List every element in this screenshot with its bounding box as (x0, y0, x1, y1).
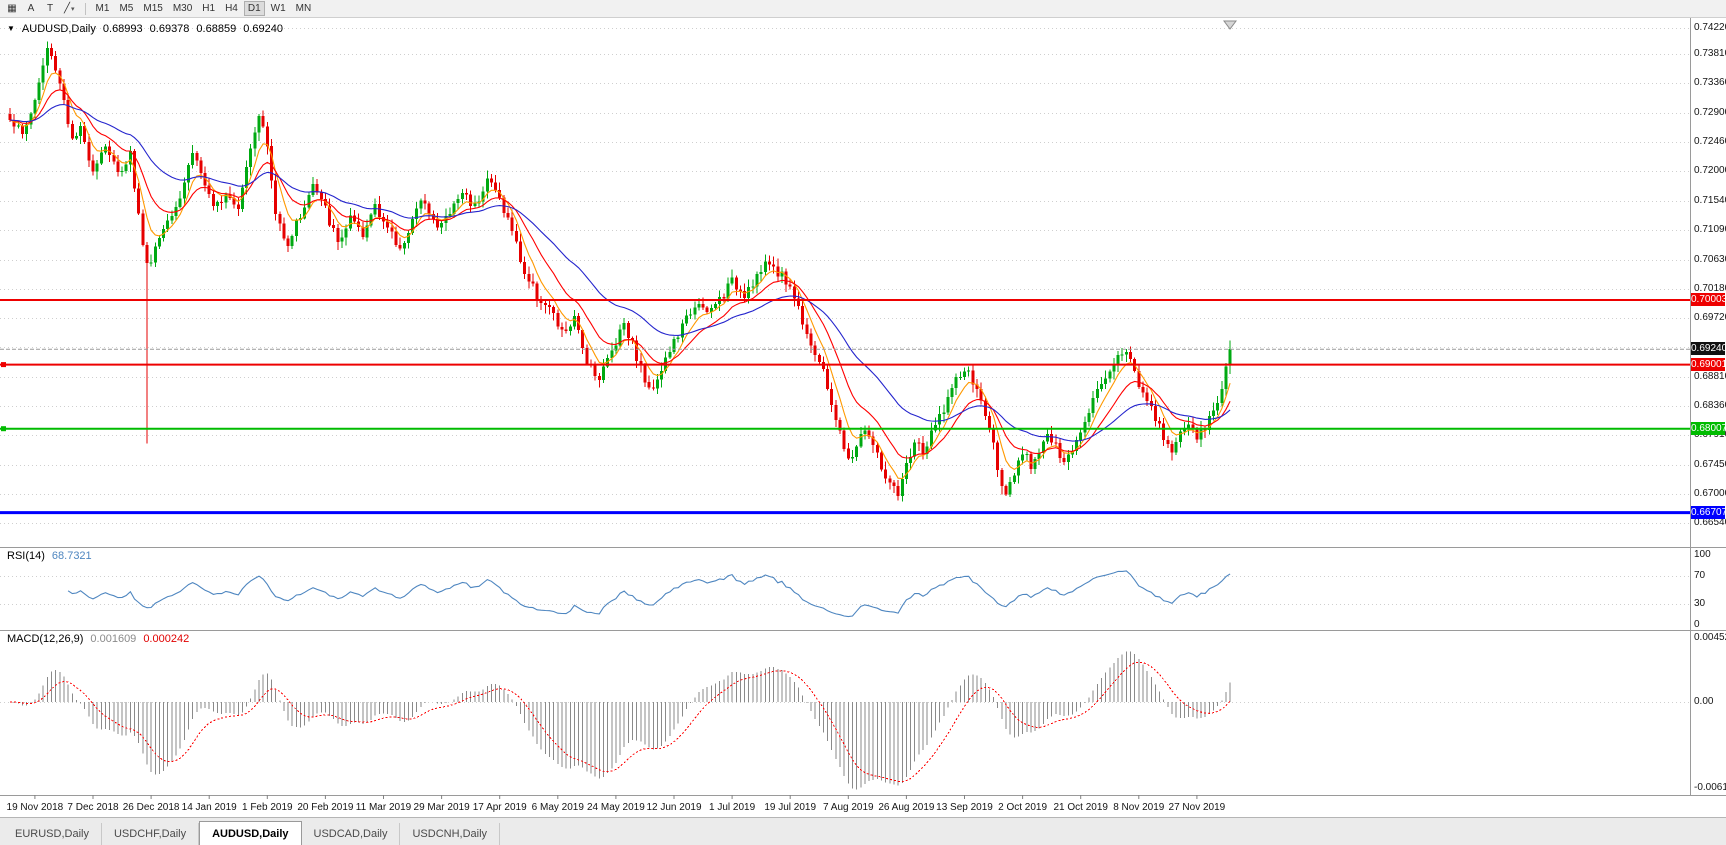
timeframe-button-d1[interactable]: D1 (243, 1, 265, 16)
chevron-down-icon: ▾ (71, 5, 75, 13)
date-axis: 19 Nov 2018 7 Dec 2018 26 Dec 2018 14 Jan 2… (7, 795, 1226, 813)
arrow-tool-button[interactable]: A (22, 1, 40, 16)
ohlc-close: 0.69240 (243, 23, 283, 35)
macd-panel-label: MACD(12,26,9) 0.001609 0.000242 (7, 633, 189, 645)
arrow-tool-glyph: A (27, 3, 35, 14)
date-axis-label: 11 Mar 2019 (356, 802, 412, 813)
timeframe-button-m15[interactable]: M15 (139, 1, 166, 16)
chart-tabs: EURUSD,Daily USDCHF,Daily AUDUSD,Daily USDC… (3, 818, 501, 845)
toolbar-separator (84, 2, 86, 15)
date-axis-label: 17 Apr 2019 (473, 802, 527, 813)
date-axis-label: 2 Oct 2019 (998, 802, 1047, 813)
moving-averages (9, 72, 1231, 480)
text-tool-button[interactable]: T (41, 1, 59, 16)
timeframe-button-h1[interactable]: H1 (198, 1, 219, 16)
timeframe-button-m1[interactable]: M1 (92, 1, 114, 16)
symbol-period-label: AUDUSD,Daily (21, 23, 96, 35)
date-axis-label: 19 Jul 2019 (764, 802, 816, 813)
date-axis-label: 27 Nov 2019 (1169, 802, 1226, 813)
date-axis-label: 24 May 2019 (587, 802, 645, 813)
rsi-panel-label: RSI(14) 68.7321 (7, 550, 92, 562)
ma-slow-line (9, 103, 1231, 442)
main-chart-label: ▼ AUDUSD,Daily 0.68993 0.69378 0.68859 0… (7, 23, 283, 35)
timeframe-button-h4[interactable]: H4 (221, 1, 242, 16)
ohlc-low: 0.68859 (196, 23, 237, 35)
ohlc-high: 0.69378 (149, 23, 190, 35)
timeframe-button-w1[interactable]: W1 (267, 1, 290, 16)
date-axis-label: 6 May 2019 (532, 802, 585, 813)
date-axis-label: 19 Nov 2018 (7, 802, 64, 813)
candlestick-chart-glyph: ▦ (7, 3, 17, 14)
macd-indicator-name: MACD(12,26,9) (7, 633, 84, 645)
one-click-trading-arrow-icon[interactable]: ▼ (7, 24, 15, 33)
candlestick-series (8, 41, 1232, 502)
date-axis-label: 7 Dec 2018 (67, 802, 119, 813)
chart-tab-usdchf-daily[interactable]: USDCHF,Daily (102, 823, 200, 845)
date-axis-label: 26 Aug 2019 (878, 802, 935, 813)
chart-tab-eurusd-daily[interactable]: EURUSD,Daily (3, 823, 102, 845)
date-axis-label: 7 Aug 2019 (823, 802, 874, 813)
date-axis-label: 26 Dec 2018 (123, 802, 180, 813)
ohlc-open: 0.68993 (102, 23, 143, 35)
date-axis-label: 13 Sep 2019 (936, 802, 993, 813)
date-axis-label: 29 Mar 2019 (414, 802, 471, 813)
ma-fast-line (9, 72, 1231, 480)
hline-anchor[interactable] (1, 362, 6, 368)
line-studies-button[interactable]: ╱ ▾ (60, 1, 79, 16)
line-studies-icon: ╱ (64, 3, 71, 14)
price-chart-canvas[interactable]: 19 Nov 2018 7 Dec 2018 26 Dec 2018 14 Jan 2… (0, 18, 1726, 817)
date-axis-label: 1 Feb 2019 (242, 802, 293, 813)
text-tool-glyph: T (46, 3, 54, 14)
chart-tab-audusd-daily[interactable]: AUDUSD,Daily (199, 821, 302, 845)
chart-shift-marker[interactable] (1223, 20, 1237, 30)
date-axis-label: 1 Jul 2019 (709, 802, 756, 813)
rsi-indicator (67, 570, 1231, 618)
rsi-line (67, 570, 1231, 618)
chart-area: 19 Nov 2018 7 Dec 2018 26 Dec 2018 14 Jan 2… (0, 18, 1726, 817)
chart-tab-usdcad-daily[interactable]: USDCAD,Daily (302, 823, 401, 845)
hline-anchor[interactable] (1, 426, 6, 432)
chart-tabs-bar: EURUSD,Daily USDCHF,Daily AUDUSD,Daily USDC… (0, 817, 1726, 845)
rsi-value: 68.7321 (51, 550, 92, 562)
timeframe-button-m5[interactable]: M5 (115, 1, 137, 16)
rsi-indicator-name: RSI(14) (7, 550, 45, 562)
timeframe-button-m30[interactable]: M30 (169, 1, 196, 16)
date-axis-label: 21 Oct 2019 (1053, 802, 1108, 813)
date-axis-label: 12 Jun 2019 (646, 802, 701, 813)
macd-signal-value: 0.000242 (143, 633, 190, 645)
ma-mid-line (9, 89, 1231, 459)
date-axis-label: 20 Feb 2019 (297, 802, 354, 813)
timeframe-buttons: M1 M5 M15 M30 H1 H4 D1 W1 MN (92, 1, 316, 16)
timeframe-button-mn[interactable]: MN (292, 1, 316, 16)
date-axis-label: 8 Nov 2019 (1113, 802, 1165, 813)
candlestick-chart-icon[interactable]: ▦ (3, 1, 21, 16)
macd-indicator (9, 651, 1231, 790)
chart-shift (1223, 20, 1237, 30)
panel-borders (0, 18, 1726, 796)
chart-tab-usdcnh-daily[interactable]: USDCNH,Daily (400, 823, 501, 845)
top-toolbar: ▦ A T ╱ ▾ M1 M5 M15 M30 H1 H4 D1 W1 MN (0, 0, 1726, 18)
horizontal-line-objects (0, 299, 1690, 515)
date-axis-label: 14 Jan 2019 (182, 802, 237, 813)
macd-main-value: 0.001609 (90, 633, 137, 645)
gridlines (0, 28, 1690, 703)
